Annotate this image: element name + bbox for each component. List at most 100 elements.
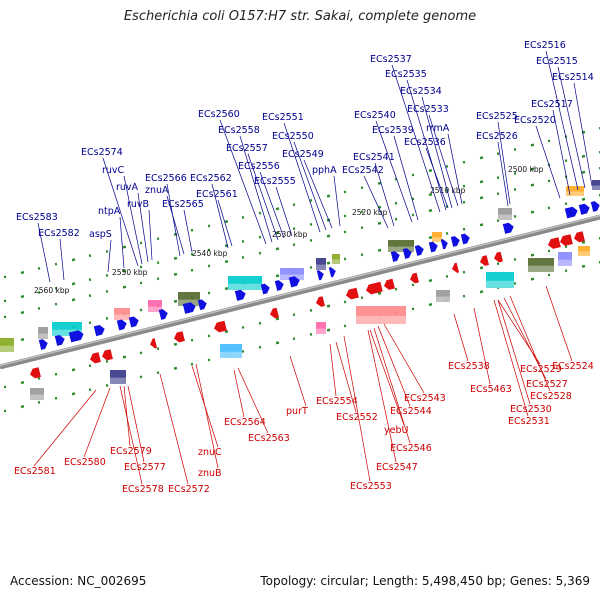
forward-gene-label: ECs2542 (342, 165, 384, 176)
track-dash (207, 291, 211, 295)
forward-gene-leader (497, 141, 509, 207)
track-dash (445, 165, 449, 168)
track-dash (360, 253, 364, 257)
forward-gene-label: ECs2557 (226, 143, 268, 154)
track-dash (156, 277, 160, 281)
feature-box-shade (528, 265, 554, 272)
track-dash (462, 227, 466, 231)
track-dash (20, 338, 25, 342)
reverse-gene-label: znuB (198, 468, 222, 479)
track-dash (598, 260, 600, 264)
feature-box (0, 338, 14, 352)
forward-gene-arrow (116, 319, 127, 331)
track-dash (343, 300, 347, 304)
track-dash (377, 181, 382, 185)
reverse-gene-leader (159, 373, 189, 485)
track-dash (207, 334, 211, 338)
track-dash (513, 188, 517, 191)
forward-gene-label: ECs2515 (536, 56, 578, 67)
forward-gene-arrow (274, 280, 284, 291)
forward-gene-label: ECs2525 (476, 111, 518, 122)
track-dash (224, 287, 229, 291)
forward-gene-leader (303, 159, 333, 229)
track-dash (105, 250, 109, 253)
reverse-gene-leader (195, 363, 219, 469)
track-dash (20, 405, 25, 409)
forward-gene-arrow (38, 339, 48, 350)
track-dash (479, 180, 484, 184)
track-dash (292, 227, 296, 231)
track-dash (547, 273, 551, 277)
track-dash (309, 309, 313, 312)
reverse-gene-label: ECs2531 (508, 416, 550, 427)
feature-box-shade (432, 237, 442, 242)
track-dash (462, 270, 466, 274)
track-dash (105, 274, 109, 277)
reverse-gene-arrow (102, 349, 113, 361)
track-dash (292, 203, 296, 207)
forward-gene-arrow (590, 201, 600, 212)
track-dash (343, 190, 347, 194)
track-dash (530, 277, 535, 281)
forward-gene-label: ECs2560 (198, 109, 240, 120)
reverse-gene-label: ECs2580 (64, 457, 106, 468)
track-dash (190, 362, 194, 366)
track-dash (411, 173, 415, 177)
reverse-gene-leader (119, 385, 143, 485)
feature-box (486, 272, 514, 288)
track-dash (224, 330, 229, 334)
reverse-gene-arrow (270, 307, 279, 319)
track-dash (428, 236, 433, 240)
track-dash (343, 324, 347, 328)
track-dash (479, 266, 484, 270)
scale-tick-label: 2540 kbp (192, 249, 228, 258)
track-dash (122, 269, 127, 273)
reverse-gene-leader (369, 329, 405, 426)
forward-gene-label: ECs2550 (272, 131, 314, 142)
feature-box (228, 276, 262, 290)
forward-gene-leader (391, 64, 441, 213)
accession-text: Accession: NC_002695 (10, 574, 147, 588)
feature-box (38, 327, 48, 339)
track-dash (207, 248, 211, 252)
track-dash (139, 351, 143, 355)
track-dash (360, 296, 364, 300)
forward-gene-label: ECs2533 (407, 104, 449, 115)
forward-gene-arrow (328, 267, 336, 278)
forward-gene-arrow (234, 289, 246, 301)
track-dash (445, 275, 449, 278)
feature-box-shade (38, 333, 48, 339)
reverse-gene-leader (497, 299, 541, 365)
forward-gene-leader (557, 66, 586, 189)
track-dash (343, 257, 347, 261)
forward-gene-label: ECs2520 (514, 115, 556, 126)
forward-gene-label: ECs2540 (354, 110, 396, 121)
track-dash (3, 409, 7, 413)
forward-gene-arrow (68, 330, 84, 343)
track-dash (598, 166, 600, 170)
track-dash (547, 249, 551, 253)
forward-gene-arrow (288, 276, 300, 288)
feature-box (498, 208, 512, 220)
track-dash (71, 298, 76, 302)
track-dash (275, 274, 280, 278)
track-dash (241, 256, 245, 259)
track-dash (309, 266, 313, 269)
forward-gene-leader (428, 114, 459, 207)
track-dash (71, 368, 76, 372)
forward-gene-label: ECs2583 (16, 212, 58, 223)
reverse-gene-arrow (560, 234, 573, 246)
forward-gene-arrow (54, 334, 65, 346)
reverse-gene-label: znuC (198, 447, 222, 458)
track-dash (54, 262, 58, 266)
track-dash (411, 283, 415, 287)
track-dash (292, 243, 296, 247)
track-dash (394, 217, 398, 221)
track-dash (513, 258, 517, 261)
forward-gene-leader (275, 186, 293, 237)
track-dash (139, 241, 143, 245)
track-dash (224, 220, 229, 224)
track-dash (139, 308, 143, 312)
track-dash (581, 154, 586, 158)
